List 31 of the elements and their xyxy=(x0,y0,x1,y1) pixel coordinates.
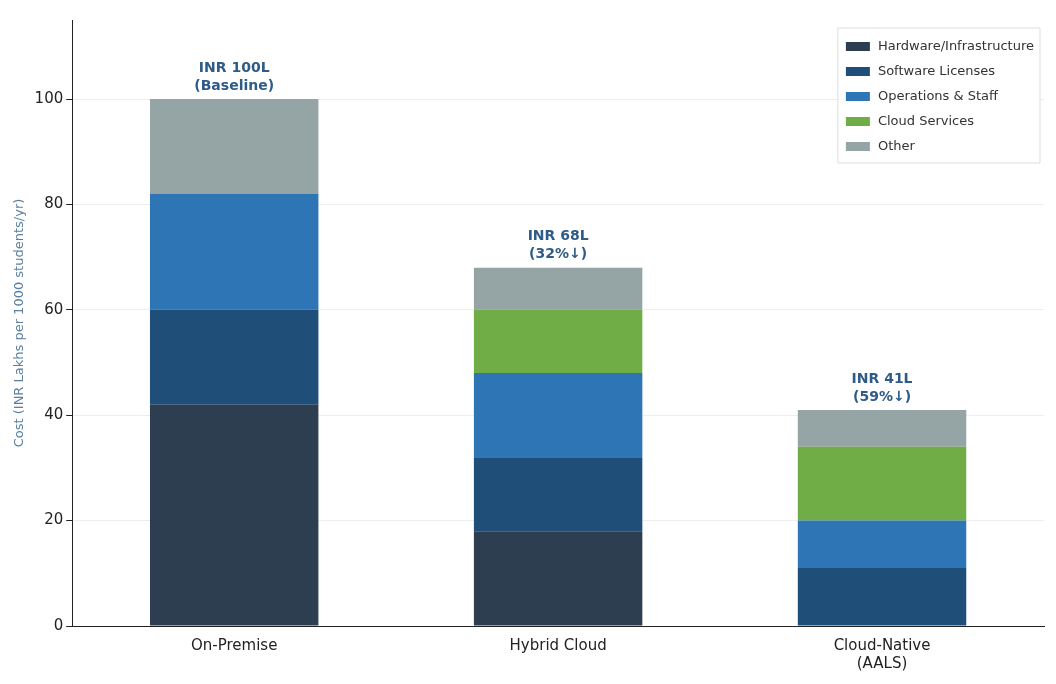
x-tick-label: On-Premise xyxy=(190,635,278,654)
y-tick-label: 100 xyxy=(34,88,64,107)
total-label: INR 100L (Baseline) xyxy=(194,58,275,93)
bar xyxy=(473,457,643,532)
bar xyxy=(473,267,643,310)
y-tick-label: 40 xyxy=(44,405,64,424)
bar xyxy=(797,568,967,626)
legend-label: Software Licenses xyxy=(877,63,996,79)
bar xyxy=(149,309,319,405)
legend-label: Cloud Services xyxy=(877,113,975,129)
bar xyxy=(473,531,643,626)
legend-label: Other xyxy=(877,138,916,154)
legend-label: Operations & Staff xyxy=(877,88,1000,104)
x-tick-label: Hybrid Cloud xyxy=(509,635,607,654)
bar xyxy=(473,309,643,374)
x-tick-label: Cloud-Native (AALS) xyxy=(833,635,931,672)
bar xyxy=(149,404,319,626)
bar xyxy=(797,520,967,569)
y-tick-label: 80 xyxy=(44,194,64,213)
bar xyxy=(149,193,319,310)
y-tick-label: 60 xyxy=(44,299,64,318)
y-tick-label: 0 xyxy=(53,615,64,634)
y-tick-label: 20 xyxy=(44,510,64,529)
bar xyxy=(797,446,967,521)
legend-label: Hardware/Infrastructure xyxy=(877,38,1035,54)
bar xyxy=(473,373,643,458)
total-label: INR 68L (32%↓) xyxy=(527,227,589,262)
bar xyxy=(149,99,319,194)
total-label: INR 41L (59%↓) xyxy=(851,369,913,404)
bar xyxy=(797,409,967,447)
y-axis-title: Cost (INR Lakhs per 1000 students/yr) xyxy=(11,198,27,448)
